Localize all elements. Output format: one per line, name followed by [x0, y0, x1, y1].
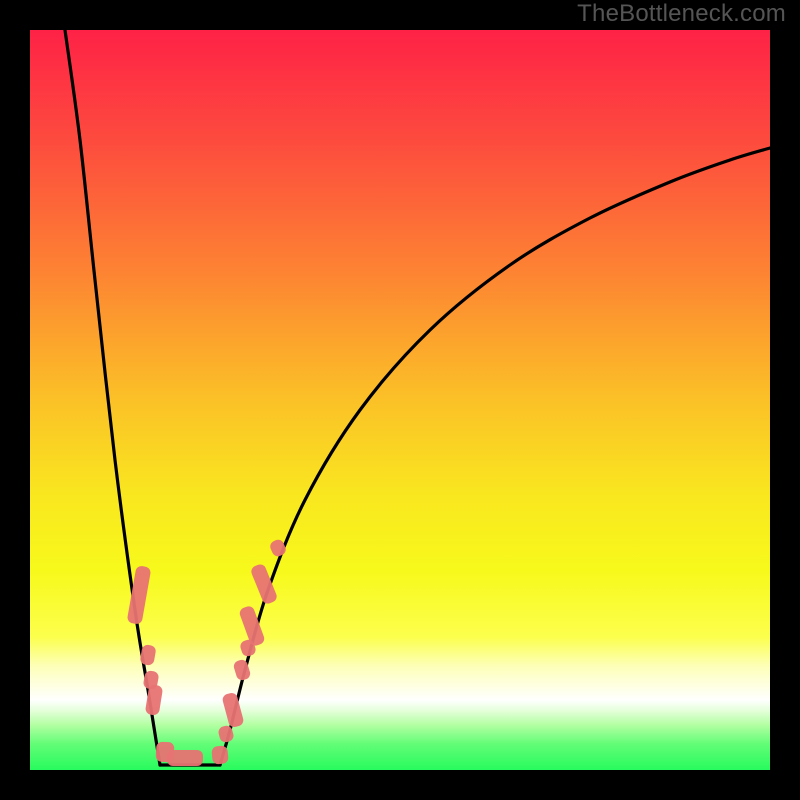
watermark-text: TheBottleneck.com: [577, 0, 786, 28]
plot-gradient-background: [30, 30, 770, 770]
chart-root: { "watermark": { "text": "TheBottleneck.…: [0, 0, 800, 800]
